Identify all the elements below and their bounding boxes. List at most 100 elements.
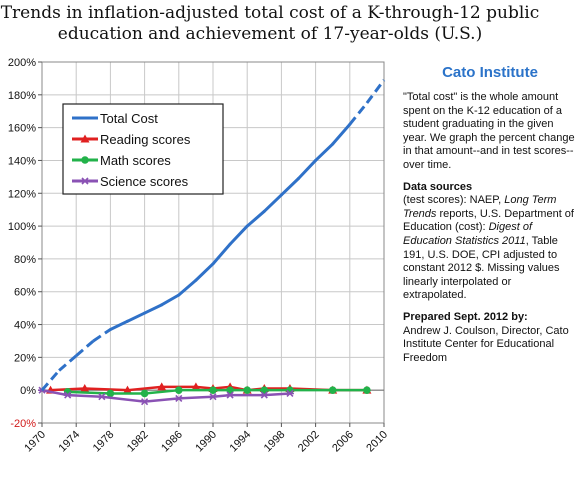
notes-panel: "Total cost" is the whole amount spent o…: [403, 91, 575, 373]
series-segment: [40, 369, 61, 392]
series-segment: [143, 388, 181, 395]
series-segment: [211, 242, 232, 266]
legend-label: Reading scores: [100, 132, 191, 147]
data-point-marker: [140, 389, 149, 398]
series-segment: [262, 193, 283, 213]
data-point-marker: [226, 391, 235, 399]
data-sources-italic-2: Digest of Education Statistics 2011: [403, 221, 533, 247]
y-axis-ticks: 200% 180% 160% 140% 120% 100% 80% 60% 40% 20% 0% -2…: [8, 57, 42, 430]
series-segment: [40, 388, 69, 397]
series-segment: [75, 339, 95, 357]
data-point-marker: [209, 386, 217, 394]
series-total-cost: [40, 79, 386, 392]
prepared-heading: Prepared Sept. 2012 by:: [403, 310, 528, 323]
data-point-marker: [209, 393, 217, 401]
data-point-marker: [285, 389, 294, 398]
series-segment: [331, 122, 352, 146]
series-segment: [177, 278, 198, 297]
data-sources-text-3: , Table 191, U.S. DOE, CPI adjusted to c…: [403, 234, 560, 302]
y-tick-label: 200%: [8, 57, 36, 69]
data-point-marker: [157, 382, 167, 391]
series-segment: [66, 393, 104, 398]
x-tick-label: 1990: [193, 429, 219, 455]
x-axis-ticks: 1970 1974 1978 1982 1986 1990 1994 1998 2002 2006…: [22, 423, 390, 454]
data-point-marker: [328, 386, 337, 394]
series-segment: [66, 390, 112, 395]
y-tick-label: 60%: [14, 287, 36, 299]
series-segment: [143, 397, 181, 403]
series-segment: [297, 158, 318, 181]
series-segment: [58, 354, 78, 372]
x-tick-label: 2010: [364, 429, 390, 455]
x-tick-label: 1986: [159, 429, 185, 455]
legend-label: Math scores: [100, 153, 171, 168]
data-sources-italic-1: Long Term Trends: [403, 194, 557, 220]
prepared-block: Prepared Sept. 2012 by: Andrew J. Coulso…: [403, 311, 575, 365]
marker-stroke: [286, 389, 294, 398]
chart-title: Trends in inflation-adjusted total cost …: [0, 3, 540, 45]
series-lines: [38, 79, 386, 406]
data-point-marker: [81, 156, 89, 164]
series-science-scores: [38, 386, 294, 406]
legend: Total Cost Reading scores Math scores Scien…: [62, 103, 224, 195]
series-segment: [108, 319, 129, 331]
brand-name: Cato Institute: [442, 64, 538, 81]
legend-label: Science scores: [100, 174, 189, 189]
data-point-marker: [191, 382, 201, 391]
data-sources-block: Data sources (test scores): NAEP, Long T…: [403, 181, 575, 303]
x-tick-label: 1982: [125, 429, 151, 455]
y-tick-label: 40%: [14, 320, 36, 332]
series-segment: [348, 102, 369, 126]
data-sources-text-1: (test scores): NAEP,: [403, 194, 505, 207]
data-point-marker: [80, 134, 90, 143]
y-tick-label: 80%: [14, 254, 36, 266]
data-sources-heading: Data sources: [403, 180, 473, 193]
series-segment: [194, 262, 215, 282]
x-tick-label: 1970: [22, 429, 48, 455]
marker-stroke: [209, 393, 217, 401]
data-sources-text-2: reports, U.S. Department of Education (c…: [403, 207, 574, 234]
data-point-marker: [123, 385, 132, 394]
data-point-marker: [80, 384, 90, 393]
prepared-text: Andrew J. Coulson, Director, Cato Instit…: [403, 324, 569, 364]
series-segment: [126, 385, 163, 392]
marker-stroke: [226, 391, 234, 399]
data-point-marker: [97, 393, 106, 401]
series-segment: [365, 79, 386, 104]
marker-stroke: [175, 394, 183, 402]
y-tick-label: 20%: [14, 352, 36, 364]
data-point-marker: [63, 391, 72, 399]
series-segment: [143, 303, 164, 315]
data-point-marker: [81, 177, 89, 185]
marker-stroke: [98, 393, 106, 401]
series-segment: [92, 328, 112, 343]
data-point-marker: [106, 389, 115, 398]
series-segment: [263, 392, 292, 397]
marker-stroke: [141, 398, 149, 406]
data-point-marker: [140, 398, 149, 406]
chart-title-line-1: Trends in inflation-adjusted total cost …: [0, 3, 540, 23]
series-segment: [245, 209, 266, 228]
y-tick-label: 100%: [8, 221, 36, 233]
series-segment: [160, 293, 181, 307]
data-point-marker: [174, 394, 183, 402]
legend-entry: Math scores: [72, 153, 171, 168]
y-tick-label: 120%: [8, 188, 36, 200]
series-segment: [126, 311, 147, 323]
line-chart: 200% 180% 160% 140% 120% 100% 80% 60% 40% 20% 0% -2…: [8, 57, 390, 454]
x-tick-label: 1978: [91, 429, 117, 455]
series-segment: [228, 224, 249, 246]
x-tick-label: 1998: [262, 429, 288, 455]
legend-entry: Science scores: [72, 174, 189, 189]
y-tick-label: 160%: [8, 123, 36, 135]
y-tick-label: 0%: [20, 385, 36, 397]
data-point-marker: [363, 386, 371, 394]
data-point-marker: [243, 386, 251, 394]
data-point-marker: [175, 386, 183, 394]
data-point-marker: [260, 391, 269, 399]
chart-title-line-2: education and achievement of 17-year-old…: [57, 24, 483, 44]
marker-stroke: [64, 391, 72, 399]
series-segment: [83, 387, 129, 392]
legend-label: Total Cost: [100, 111, 158, 126]
